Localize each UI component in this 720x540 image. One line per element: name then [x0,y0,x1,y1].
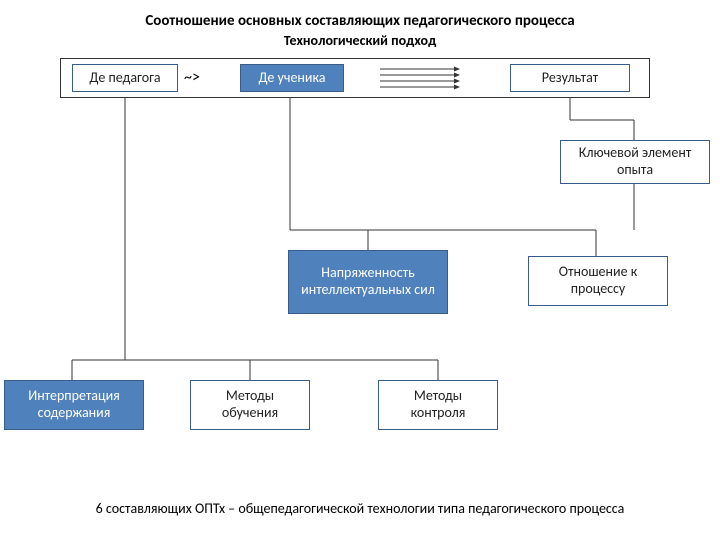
node-attitude: Отношение к процессу [528,256,668,306]
arrow-group-icon [380,66,460,90]
tilde-symbol: ~> [184,68,200,87]
diagram-subtitle: Технологический подход [0,32,720,49]
node-student: Де ученика [240,64,344,92]
diagram-footer: 6 составляющих ОПТх – общепедагогической… [0,500,720,517]
node-tension: Напряженность интеллектуальных сил [288,250,448,314]
node-result: Результат [510,64,630,92]
node-methods-teaching: Методы обучения [190,380,310,430]
node-interpretation: Интерпретация содержания [4,380,144,430]
node-methods-control: Методы контроля [378,380,498,430]
node-key-experience: Ключевой элемент опыта [560,140,710,184]
diagram-title: Соотношение основных составляющих педаго… [0,12,720,30]
node-teacher: Де педагога [72,64,178,92]
